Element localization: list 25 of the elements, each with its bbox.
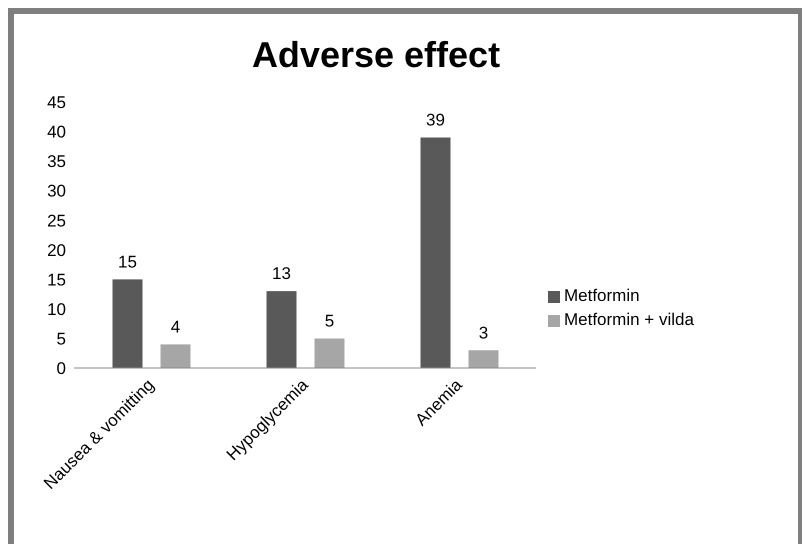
bar — [468, 350, 498, 368]
y-tick-label: 30 — [47, 182, 66, 201]
y-tick-label: 25 — [47, 211, 66, 230]
chart-title: Adverse effect — [250, 34, 502, 77]
y-tick-label: 20 — [47, 240, 66, 260]
data-label: 3 — [478, 323, 488, 342]
y-tick-label: 35 — [47, 152, 66, 172]
legend-label: Metformin — [564, 286, 640, 305]
bar — [266, 291, 296, 368]
y-tick-label: 0 — [56, 359, 66, 378]
bar — [314, 338, 344, 368]
data-label: 4 — [170, 317, 180, 336]
bar — [112, 279, 142, 368]
data-label: 39 — [426, 110, 445, 130]
y-tick-label: 40 — [47, 122, 66, 142]
legend-label: Metformin + vilda — [564, 310, 694, 329]
y-tick-label: 10 — [47, 300, 66, 319]
y-tick-label: 5 — [56, 329, 66, 348]
y-tick-label: 45 — [47, 93, 66, 112]
y-tick-label: 15 — [47, 270, 66, 290]
data-label: 13 — [272, 264, 291, 284]
bar — [160, 344, 190, 368]
data-label: 15 — [118, 252, 137, 272]
data-label: 5 — [324, 311, 334, 330]
bar — [420, 137, 450, 368]
